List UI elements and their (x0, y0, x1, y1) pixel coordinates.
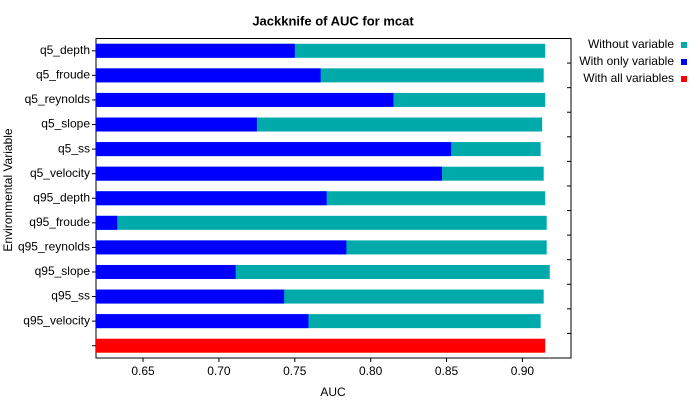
bar (96, 215, 118, 230)
legend-swatch (681, 42, 687, 48)
x-tick-label: 0.75 (283, 364, 307, 378)
x-axis-label: AUC (320, 385, 346, 399)
y-axis-label: Environmental Variable (1, 128, 15, 252)
legend-label: Without variable (588, 37, 674, 51)
bar (96, 92, 394, 107)
x-tick-label: 0.70 (207, 364, 231, 378)
legend-swatch (681, 59, 687, 65)
bar (96, 289, 285, 304)
bar (96, 215, 547, 230)
y-tick-label: q95_slope (35, 264, 91, 278)
y-tick-label: q5_froude (36, 68, 90, 82)
legend-swatch (681, 76, 687, 82)
bar (96, 338, 546, 353)
y-tick-label: q95_velocity (23, 313, 90, 327)
x-tick-label: 0.90 (511, 364, 535, 378)
x-tick-label: 0.65 (131, 364, 155, 378)
bar (96, 191, 327, 206)
x-tick-label: 0.85 (435, 364, 459, 378)
legend-label: With only variable (579, 54, 674, 68)
bar (96, 43, 295, 58)
chart-title: Jackknife of AUC for mcat (252, 13, 414, 28)
x-tick-label: 0.80 (359, 364, 383, 378)
y-tick-label: q5_slope (41, 117, 90, 131)
y-tick-label: q95_froude (29, 215, 90, 229)
bar (96, 166, 443, 181)
y-tick-label: q5_depth (40, 43, 90, 57)
y-tick-label: q5_reynolds (25, 92, 90, 106)
y-tick-label: q5_ss (58, 141, 90, 155)
y-tick-label: q95_depth (33, 190, 90, 204)
bar (96, 240, 347, 255)
bar (96, 264, 236, 279)
bar (96, 142, 452, 157)
bar (96, 117, 257, 132)
bar (96, 68, 321, 83)
y-tick-label: q95_ss (51, 289, 90, 303)
y-tick-label: q95_reynolds (18, 240, 90, 254)
legend-label: With all variables (583, 71, 674, 85)
bar (96, 314, 309, 329)
y-tick-label: q5_velocity (30, 166, 90, 180)
